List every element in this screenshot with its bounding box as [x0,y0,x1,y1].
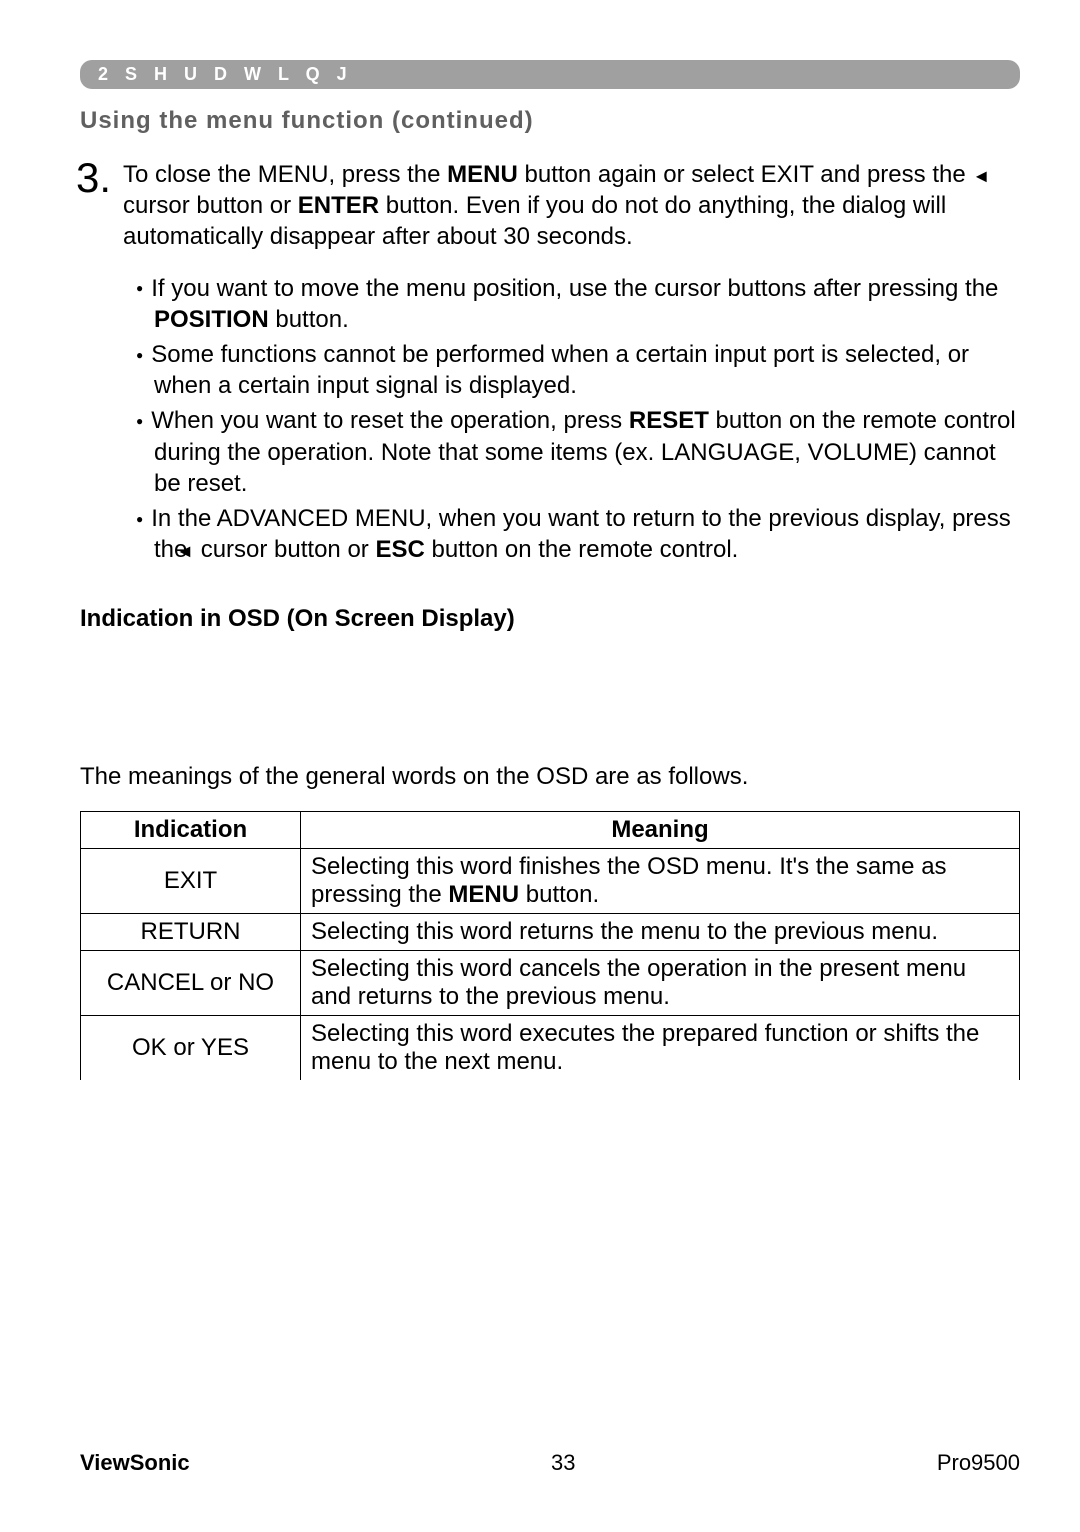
section-bar: 2 S H U D W L Q J [80,60,1020,89]
cell-meaning: Selecting this word cancels the operatio… [301,951,1020,1016]
cell-indication: RETURN [81,914,301,951]
bullet-item: When you want to reset the operation, pr… [136,405,1020,499]
footer: ViewSonic 33 Pro9500 [80,1450,1020,1476]
table-row: CANCEL or NOSelecting this word cancels … [81,951,1020,1016]
bullet-list: If you want to move the menu position, u… [80,273,1020,566]
cell-meaning: Selecting this word executes the prepare… [301,1016,1020,1081]
table-row: EXITSelecting this word finishes the OSD… [81,849,1020,914]
footer-page: 33 [551,1450,575,1476]
bullet-item: Some functions cannot be performed when … [136,339,1020,401]
footer-model: Pro9500 [937,1450,1020,1476]
th-meaning: Meaning [301,812,1020,849]
table-row: RETURNSelecting this word returns the me… [81,914,1020,951]
section-bar-text: 2 S H U D W L Q J [98,64,353,84]
osd-heading: Indication in OSD (On Screen Display) [80,605,1020,633]
cell-indication: EXIT [81,849,301,914]
th-indication: Indication [81,812,301,849]
step-number: 3. [76,157,111,199]
osd-intro: The meanings of the general words on the… [80,763,1020,791]
osd-table: Indication Meaning EXITSelecting this wo… [80,811,1020,1080]
step-3: 3. To close the MENU, press the MENU but… [80,157,1020,253]
footer-brand: ViewSonic [80,1450,190,1476]
cell-indication: OK or YES [81,1016,301,1081]
step-text: To close the MENU, press the MENU button… [123,157,1020,253]
cell-indication: CANCEL or NO [81,951,301,1016]
cell-meaning: Selecting this word returns the menu to … [301,914,1020,951]
cell-meaning: Selecting this word finishes the OSD men… [301,849,1020,914]
bullet-item: If you want to move the menu position, u… [136,273,1020,335]
table-row: OK or YESSelecting this word executes th… [81,1016,1020,1081]
bullet-item: In the ADVANCED MENU, when you want to r… [136,503,1020,565]
subtitle: Using the menu function (continued) [80,107,1020,135]
table-header-row: Indication Meaning [81,812,1020,849]
